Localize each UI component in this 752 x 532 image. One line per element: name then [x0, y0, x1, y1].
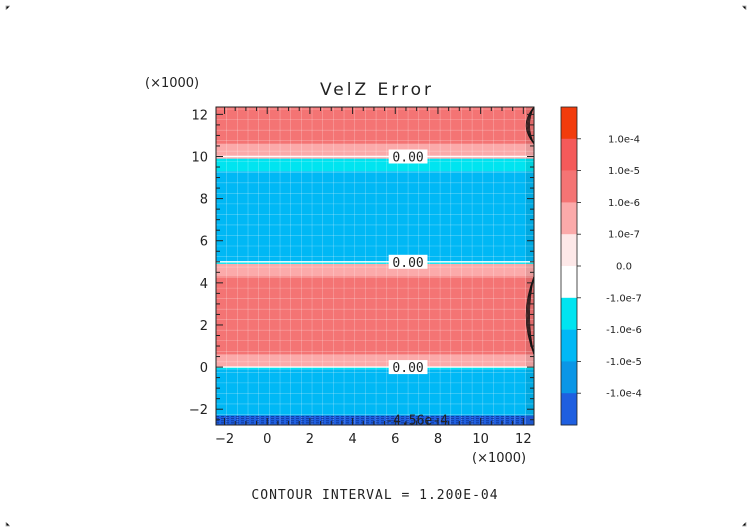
contour-band-0	[216, 415, 534, 425]
y-tick-label-4: 6	[200, 235, 208, 250]
y-tick-label-1: 0	[200, 361, 208, 376]
x-tick-label-2: 2	[306, 432, 314, 447]
contour-interval-text: CONTOUR INTERVAL = 1.200E-04	[251, 488, 498, 503]
colorbar-label-4: 0.0	[616, 262, 632, 273]
x-tick-label-0: −2	[215, 432, 234, 447]
colorbar-swatch-1	[561, 138, 577, 171]
contour-band-6	[216, 261, 534, 264]
colorbar-label-1: 1.0e-5	[608, 166, 640, 177]
colorbar-label-2: 1.0e-6	[608, 198, 640, 209]
colorbar-label-7: -1.0e-5	[606, 357, 642, 368]
colorbar-swatch-6	[561, 297, 577, 330]
contour-label-bg-1	[388, 254, 428, 269]
chart-title: VelZ Error	[320, 80, 434, 100]
colorbar-swatch-4	[561, 234, 577, 267]
contour-label-bg-0	[388, 149, 428, 164]
x-tick-label-1: 0	[263, 432, 271, 447]
edge-contour	[525, 106, 535, 145]
contour-band-4	[216, 276, 534, 355]
colorbar-label-0: 1.0e-4	[608, 134, 640, 145]
colorbar: 1.0e-4 1.0e-5 1.0e-6 1.0e-7 0.0 -1.0e-7 -1.0e-…	[560, 106, 642, 426]
y-axis: −2 0 2 4 6 8 10 12	[189, 108, 534, 421]
colorbar-label-5: -1.0e-7	[606, 293, 642, 304]
contour-band-1	[216, 369, 534, 416]
contour-band-3	[216, 354, 534, 368]
edge-contour	[525, 276, 535, 355]
colorbar-label-8: -1.0e-4	[606, 389, 642, 400]
x-tick-label-5: 8	[434, 432, 442, 447]
contour-band-11	[216, 107, 534, 144]
y-tick-label-2: 2	[200, 319, 208, 334]
contour-band-7	[216, 171, 534, 262]
colorbar-swatch-8	[561, 361, 577, 394]
contour-label-2: 0.00	[392, 361, 423, 376]
x-tick-label-3: 4	[348, 432, 356, 447]
colorbar-swatch-2	[561, 170, 577, 203]
x-multiplier-label: (×1000)	[472, 451, 526, 466]
x-tick-label-6: 10	[472, 432, 489, 447]
contour-band-8	[216, 158, 534, 172]
edge-contours	[525, 106, 535, 355]
colorbar-swatch-9	[561, 393, 577, 426]
contour-label-bg-2	[388, 360, 428, 375]
y-tick-label-5: 8	[200, 193, 208, 208]
x-tick-label-4: 6	[391, 432, 399, 447]
colorbar-swatch-7	[561, 329, 577, 362]
contour-band-10	[216, 143, 534, 157]
plot-frame	[215, 106, 535, 426]
contour-band-2	[216, 367, 534, 370]
plot-area: 0.000.000.00-4.56e-4	[215, 106, 535, 429]
colorbar-swatch-0	[561, 107, 577, 140]
contour-band-5	[216, 263, 534, 277]
colorbar-label-3: 1.0e-7	[608, 230, 640, 241]
y-tick-label-3: 4	[200, 277, 208, 292]
colorbar-swatch-5	[561, 266, 577, 299]
x-tick-label-7: 12	[515, 432, 532, 447]
y-tick-label-0: −2	[189, 403, 208, 418]
y-tick-label-6: 10	[191, 150, 208, 165]
contour-label-1: 0.00	[392, 256, 423, 271]
colorbar-label-6: -1.0e-6	[606, 325, 642, 336]
edge-strip	[526, 107, 534, 425]
y-multiplier-label: (×1000)	[145, 76, 199, 91]
contour-band-9	[216, 156, 534, 159]
x-axis: −2 0 2 4 6 8 10 12	[215, 107, 535, 447]
contour-label-0: 0.00	[392, 150, 423, 165]
y-tick-label-7: 12	[191, 108, 208, 123]
crop-marks	[5, 5, 747, 527]
colorbar-swatch-3	[561, 202, 577, 235]
